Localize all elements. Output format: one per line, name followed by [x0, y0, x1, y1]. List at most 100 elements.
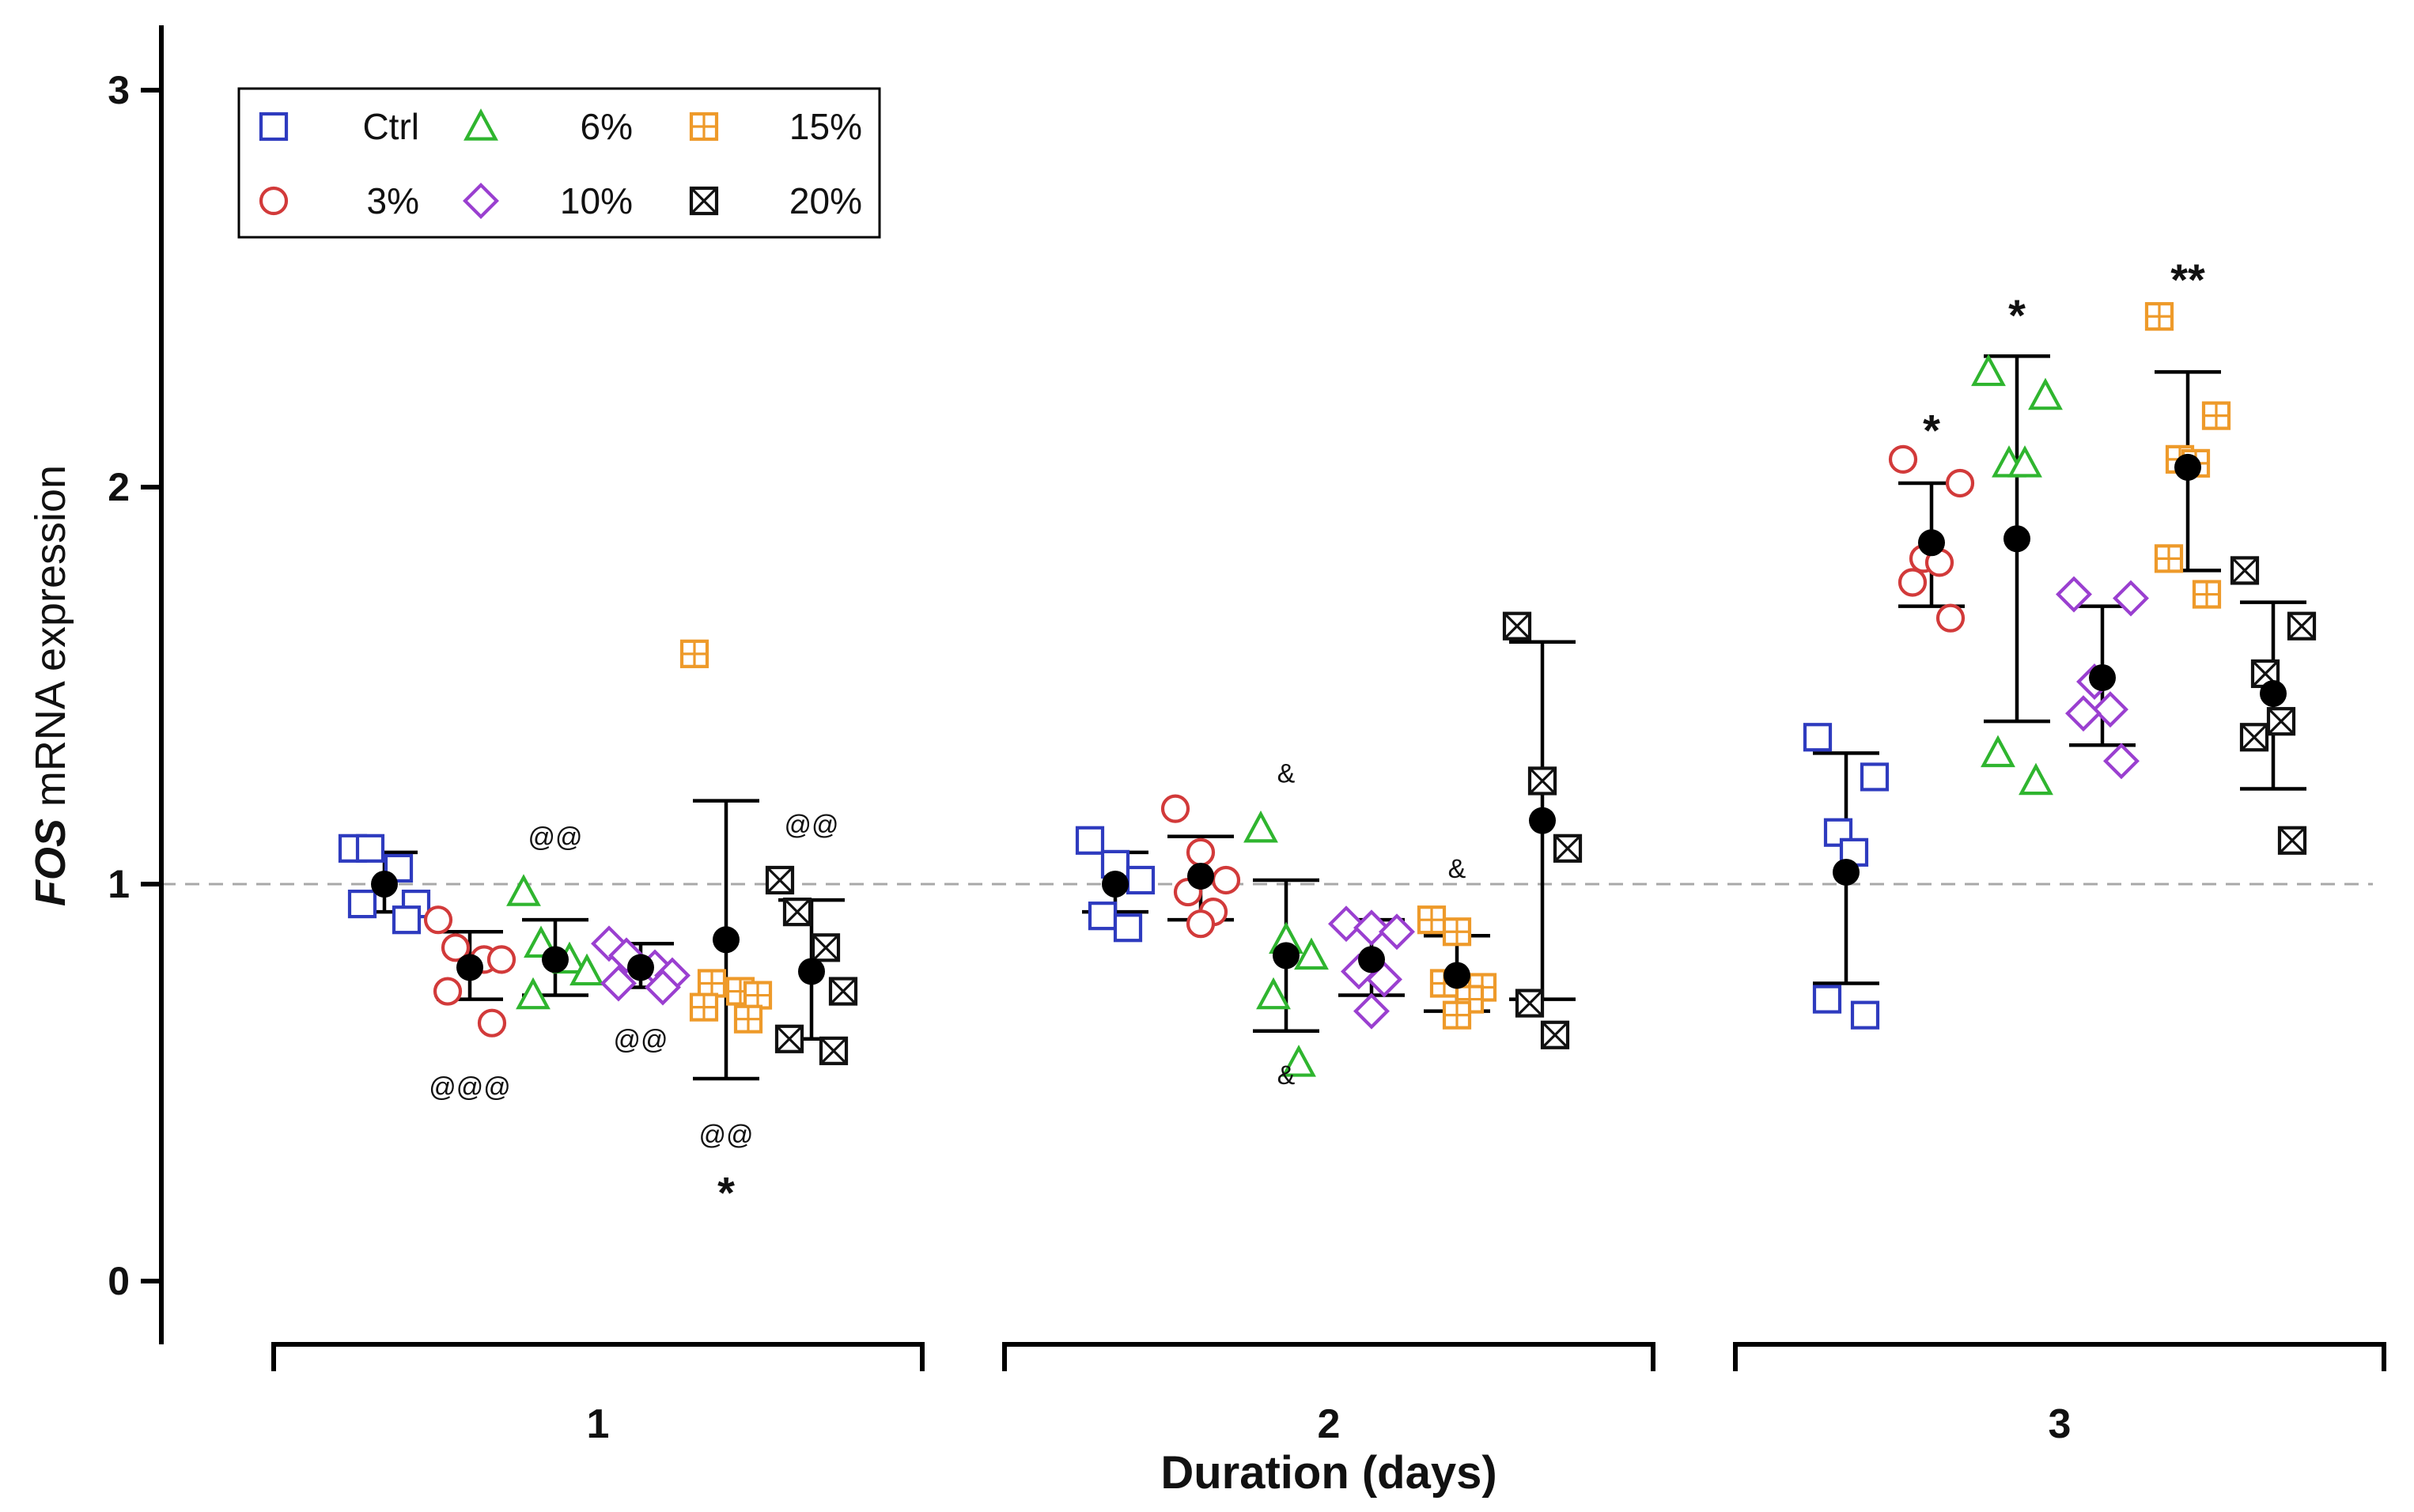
point-c6-day1	[506, 874, 541, 906]
point-c10-day3	[2056, 576, 2092, 613]
x-group-label: 3	[2049, 1401, 2072, 1447]
point-c3-day3	[1945, 468, 1975, 498]
point-c6-day3	[2007, 445, 2042, 478]
y-tick-label: 2	[108, 465, 130, 509]
significance-annotation: @@	[613, 1025, 668, 1055]
point-c15-day1	[697, 969, 727, 998]
point-c20-day2	[1515, 988, 1545, 1018]
x-group-bracket	[1733, 1342, 2386, 1371]
point-c3-day3	[1898, 568, 1928, 597]
point-c20-day2	[1540, 1020, 1570, 1049]
legend-entry-c3: 3%	[259, 180, 419, 221]
point-c6-day3	[1981, 735, 2015, 768]
point-c6-day2	[1256, 977, 1291, 1010]
point-c10-day2	[1353, 909, 1390, 947]
legend-entry-c20: 20%	[689, 180, 862, 221]
point-c3-day1	[441, 933, 471, 962]
point-c15-day1	[679, 639, 709, 668]
significance-annotation: &	[1277, 758, 1296, 788]
x-axis-label: Duration (days)	[1160, 1447, 1496, 1499]
legend-marker-ctrl	[259, 112, 289, 142]
point-ctrl-day2	[1126, 865, 1156, 895]
mean-c3-day2	[1187, 862, 1214, 890]
point-c20-day2	[1527, 766, 1557, 796]
mean-c3-day1	[456, 954, 483, 981]
legend-marker-c6	[464, 108, 498, 141]
point-c20-day2	[1553, 833, 1583, 863]
point-c10-day3	[2103, 743, 2140, 780]
point-c10-day2	[1379, 913, 1415, 951]
point-ctrl-day3	[1812, 985, 1842, 1014]
legend-label-c20: 20%	[789, 180, 862, 221]
significance-annotation: &	[1277, 1060, 1296, 1091]
point-c20-day3	[2266, 707, 2296, 736]
axes-layer: 0 1 2 3 FOS mRNA expression 1 2 3 Duration (days…	[27, 25, 2386, 1499]
point-c20-day1	[819, 1036, 849, 1065]
mean-c3-day3	[1918, 529, 1945, 557]
point-c3-day1	[477, 1008, 507, 1038]
point-c20-day1	[811, 933, 841, 962]
y-tick-label: 3	[108, 68, 130, 112]
x-group-bracket	[271, 1342, 925, 1371]
significance-annotation: @@	[528, 822, 582, 852]
point-c10-day2	[1328, 905, 1364, 943]
legend-label-c6: 6%	[581, 106, 633, 147]
legend-entry-c15: 15%	[689, 106, 862, 147]
point-c20-day3	[2287, 611, 2317, 641]
mean-c10-day1	[627, 954, 654, 981]
point-c20-day1	[782, 898, 812, 927]
significance-annotation: *	[2008, 290, 2026, 340]
legend-box	[237, 87, 881, 239]
point-c3-day3	[1935, 603, 1966, 633]
point-c3-day1	[423, 905, 453, 935]
point-c10-day3	[2065, 695, 2102, 732]
mean-c15-day2	[1443, 962, 1470, 989]
point-c6-day3	[2019, 762, 2053, 796]
significance-annotation: *	[1923, 406, 1940, 455]
y-tick-label: 1	[108, 862, 130, 906]
point-ctrl-day3	[1850, 1000, 1880, 1030]
point-c6-day3	[2028, 377, 2063, 410]
mean-c20-day3	[2260, 680, 2287, 708]
point-c15-day2	[1417, 905, 1447, 935]
point-c15-day2	[1442, 1000, 1472, 1030]
legend-entry-c6: 6%	[464, 106, 633, 147]
legend-marker-c3	[259, 186, 289, 216]
mean-c6-day1	[542, 946, 569, 973]
point-c3-day2	[1211, 865, 1241, 895]
point-c6-day1	[569, 953, 604, 986]
point-c20-day1	[774, 1024, 804, 1053]
point-c3-day1	[486, 945, 516, 974]
point-c15-day3	[2154, 544, 2184, 573]
x-group-bracket	[1002, 1342, 1655, 1371]
x-group-label: 2	[1318, 1401, 1341, 1447]
point-ctrl-day2	[1113, 913, 1143, 943]
point-c20-day3	[2277, 826, 2307, 855]
mean-c10-day2	[1358, 946, 1385, 973]
legend-marker-c10	[463, 183, 499, 219]
point-ctrl-day3	[1860, 762, 1890, 792]
mean-ctrl-day3	[1833, 858, 1860, 886]
point-c15-day1	[689, 992, 719, 1022]
point-c6-day3	[1971, 353, 2006, 387]
x-group-label: 1	[587, 1401, 610, 1447]
point-c6-day2	[1294, 937, 1329, 970]
point-c20-day3	[2239, 723, 2269, 752]
point-c20-day1	[828, 977, 858, 1006]
mean-c20-day2	[1529, 807, 1556, 834]
point-c10-day1	[600, 965, 637, 1002]
means-layer	[371, 453, 2287, 989]
y-axis-label-gene: FOS	[27, 818, 74, 906]
point-c6-day2	[1243, 810, 1278, 843]
legend-label-ctrl: Ctrl	[362, 106, 419, 147]
significance-annotation: @@@	[429, 1072, 511, 1102]
legend-label-c10: 10%	[560, 180, 633, 221]
point-c15-day3	[2192, 580, 2222, 609]
legend-label-c15: 15%	[789, 106, 862, 147]
mean-c15-day3	[2174, 453, 2201, 481]
point-c15-day3	[2144, 302, 2174, 331]
significance-annotation: *	[717, 1167, 735, 1217]
point-c10-day3	[2113, 580, 2149, 617]
significance-annotation: @@	[698, 1120, 753, 1150]
